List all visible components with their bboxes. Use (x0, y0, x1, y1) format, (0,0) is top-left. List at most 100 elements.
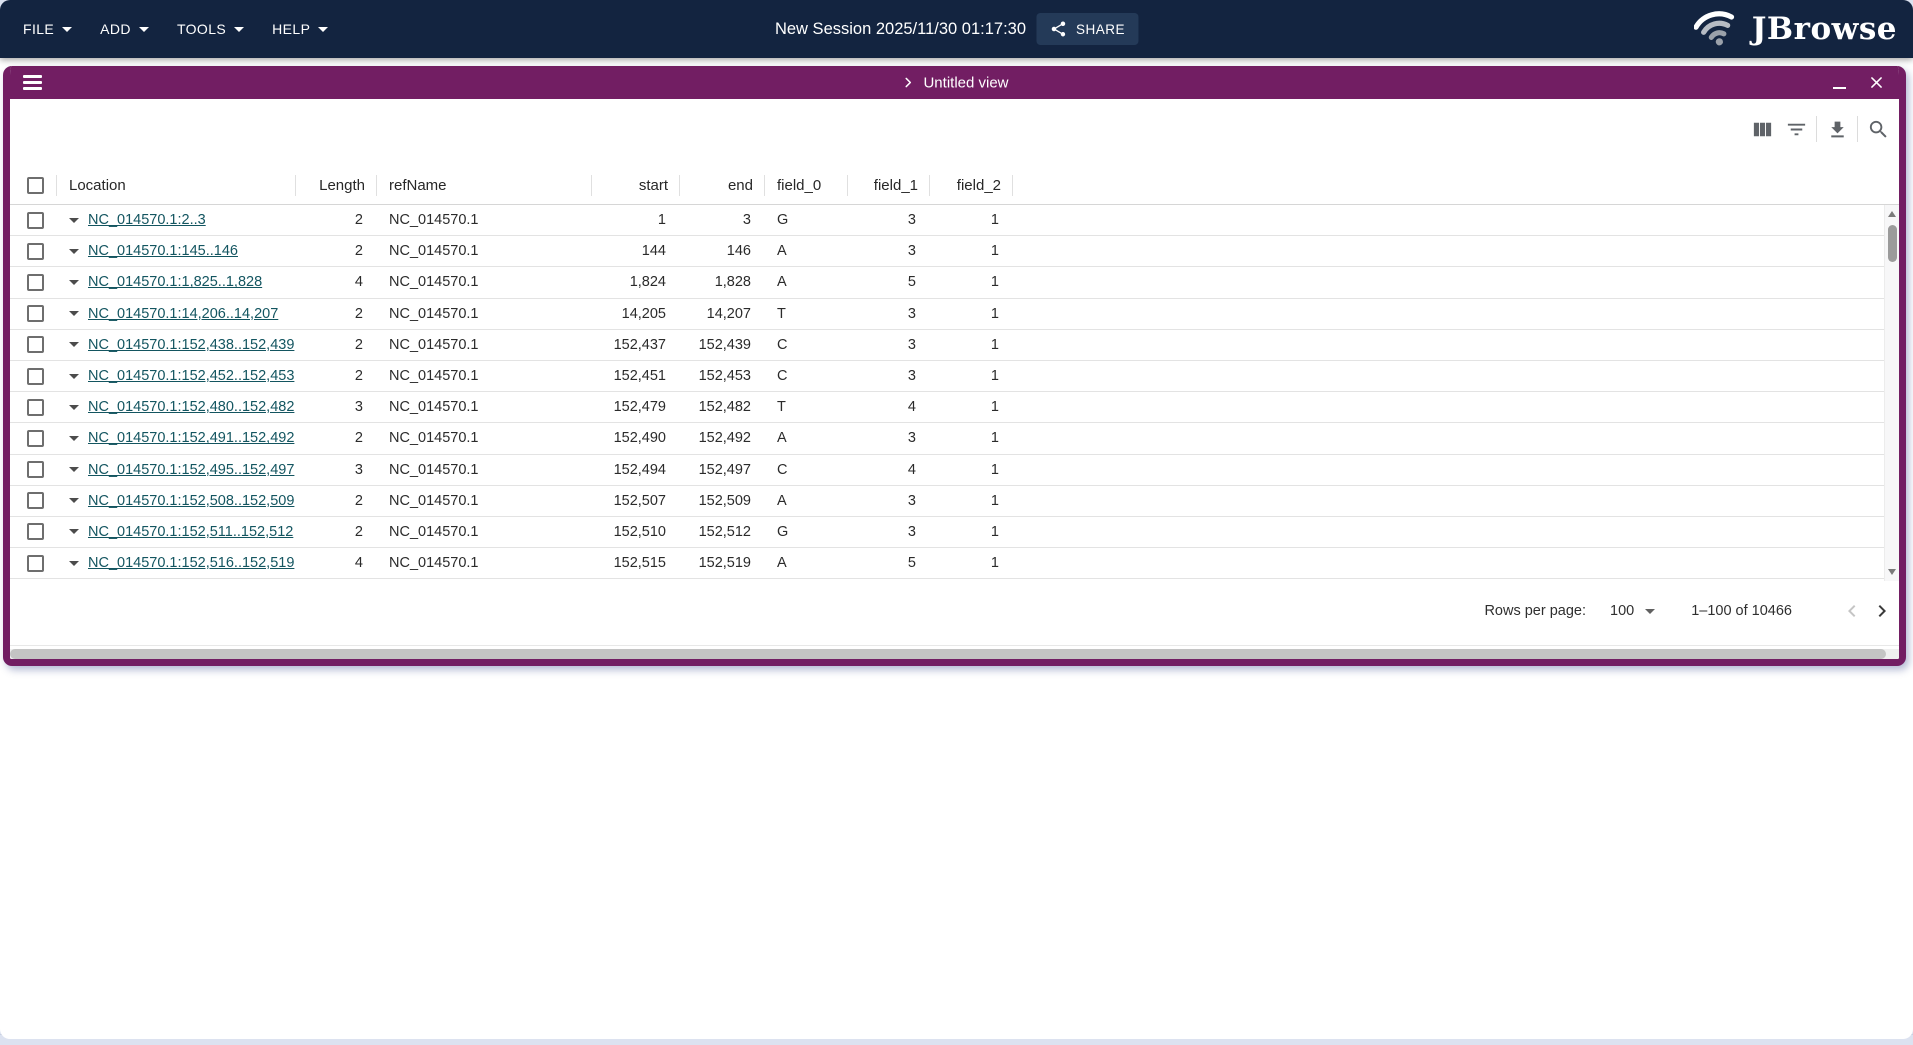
menu-add[interactable]: ADD (88, 13, 161, 45)
caret-down-icon (234, 26, 245, 32)
share-button[interactable]: SHARE (1036, 13, 1139, 45)
app-bar: FILE ADD TOOLS HELP New Session 2025/11/30 … (0, 0, 1913, 58)
view-menu-hamburger-icon[interactable] (23, 75, 42, 90)
previous-page-button[interactable] (1837, 596, 1867, 626)
row-checkbox[interactable] (27, 273, 44, 291)
location-link[interactable]: NC_014570.1:152,438..152,439 (88, 336, 295, 353)
vertical-scrollbar[interactable] (1884, 205, 1899, 581)
column-header-field_2[interactable]: field_2 (930, 167, 1013, 204)
expand-caret-icon[interactable] (69, 560, 79, 566)
location-link[interactable]: NC_014570.1:152,495..152,497 (88, 461, 295, 478)
view-columns-icon[interactable] (1745, 112, 1779, 146)
field0-cell: A (777, 555, 787, 572)
expand-caret-icon[interactable] (69, 248, 79, 254)
start-cell: 1 (657, 212, 666, 229)
expand-caret-icon[interactable] (69, 467, 79, 473)
location-link[interactable]: NC_014570.1:1,825..1,828 (88, 274, 263, 291)
location-link[interactable]: NC_014570.1:145..146 (88, 243, 238, 260)
field1-cell: 3 (907, 368, 916, 385)
location-link[interactable]: NC_014570.1:152,491..152,492 (88, 430, 295, 447)
length-cell: 2 (354, 305, 363, 322)
expand-caret-icon[interactable] (69, 217, 79, 223)
next-page-button[interactable] (1867, 596, 1897, 626)
minimize-view-icon[interactable] (1833, 86, 1846, 90)
expand-caret-icon[interactable] (69, 498, 79, 504)
download-icon[interactable] (1820, 112, 1854, 146)
horizontal-scrollbar-thumb[interactable] (10, 649, 1886, 659)
field1-cell: 3 (907, 243, 916, 260)
location-link[interactable]: NC_014570.1:152,508..152,509 (88, 492, 295, 509)
row-checkbox-cell (10, 367, 57, 385)
location-link[interactable]: NC_014570.1:152,516..152,519 (88, 555, 295, 572)
search-icon[interactable] (1861, 112, 1895, 146)
rows-per-page-select[interactable]: 100 (1610, 603, 1656, 619)
row-checkbox[interactable] (27, 242, 44, 260)
expand-caret-icon[interactable] (69, 435, 79, 441)
menu-file[interactable]: FILE (11, 13, 84, 45)
row-checkbox[interactable] (27, 336, 44, 354)
field1-cell: 4 (907, 461, 916, 478)
header-filler (1013, 167, 1899, 204)
expand-caret-icon[interactable] (69, 279, 79, 285)
column-header-start[interactable]: start (592, 167, 680, 204)
menu-bar: FILE ADD TOOLS HELP (0, 13, 340, 45)
location-link[interactable]: NC_014570.1:2..3 (88, 212, 206, 229)
scroll-down-arrow-icon[interactable] (1888, 569, 1896, 575)
row-checkbox[interactable] (27, 523, 44, 541)
filter-icon[interactable] (1779, 112, 1813, 146)
column-header-field_1[interactable]: field_1 (848, 167, 930, 204)
row-checkbox-cell (10, 242, 57, 260)
refname-cell: NC_014570.1 (389, 243, 479, 260)
scroll-up-arrow-icon[interactable] (1888, 211, 1896, 217)
menu-tools[interactable]: TOOLS (165, 13, 256, 45)
select-all-checkbox[interactable] (27, 177, 44, 194)
table-row: NC_014570.1:152,508..152,509 2 NC_014570.1… (10, 486, 1899, 517)
column-header-label: end (727, 177, 753, 194)
row-checkbox[interactable] (27, 461, 44, 479)
close-view-icon[interactable] (1868, 74, 1885, 91)
expand-caret-icon[interactable] (69, 404, 79, 410)
length-cell: 2 (354, 523, 363, 540)
expand-caret-icon[interactable] (69, 529, 79, 535)
row-checkbox[interactable] (27, 398, 44, 416)
column-header-length[interactable]: Length (296, 167, 377, 204)
view-header: Untitled view (10, 66, 1899, 99)
location-cell: NC_014570.1:2..3 (57, 205, 296, 235)
start-cell: 1,824 (629, 274, 666, 291)
row-checkbox[interactable] (27, 554, 44, 572)
row-checkbox[interactable] (27, 305, 44, 323)
table-row: NC_014570.1:14,206..14,207 2 NC_014570.1 14… (10, 299, 1899, 330)
column-header-refname[interactable]: refName (377, 167, 592, 204)
location-cell: NC_014570.1:145..146 (57, 236, 296, 266)
row-checkbox-cell (10, 429, 57, 447)
vertical-scrollbar-thumb[interactable] (1887, 225, 1897, 262)
row-checkbox[interactable] (27, 429, 44, 447)
field2-cell: 1 (990, 274, 999, 291)
location-link[interactable]: NC_014570.1:152,480..152,482 (88, 399, 295, 416)
row-checkbox[interactable] (27, 211, 44, 229)
column-header-end[interactable]: end (680, 167, 765, 204)
location-link[interactable]: NC_014570.1:152,511..152,512 (88, 523, 294, 540)
start-cell: 152,490 (613, 430, 666, 447)
expand-caret-icon[interactable] (69, 342, 79, 348)
row-checkbox[interactable] (27, 492, 44, 510)
row-checkbox-cell (10, 211, 57, 229)
view-title-group[interactable]: Untitled view (900, 74, 1009, 91)
menu-label: HELP (272, 21, 311, 37)
field2-cell: 1 (990, 368, 999, 385)
row-checkbox-cell (10, 492, 57, 510)
expand-caret-icon[interactable] (69, 311, 79, 317)
column-header-location[interactable]: Location (57, 167, 296, 204)
field1-cell: 3 (907, 492, 916, 509)
untitled-view-panel: Untitled view (3, 66, 1906, 666)
horizontal-scrollbar[interactable] (10, 645, 1899, 659)
location-link[interactable]: NC_014570.1:152,452..152,453 (88, 368, 295, 385)
field0-cell: C (777, 336, 788, 353)
column-header-field_0[interactable]: field_0 (765, 167, 848, 204)
field2-cell: 1 (990, 523, 999, 540)
expand-caret-icon[interactable] (69, 373, 79, 379)
field2-cell: 1 (990, 555, 999, 572)
row-checkbox[interactable] (27, 367, 44, 385)
menu-help[interactable]: HELP (260, 13, 340, 45)
location-link[interactable]: NC_014570.1:14,206..14,207 (88, 305, 279, 322)
